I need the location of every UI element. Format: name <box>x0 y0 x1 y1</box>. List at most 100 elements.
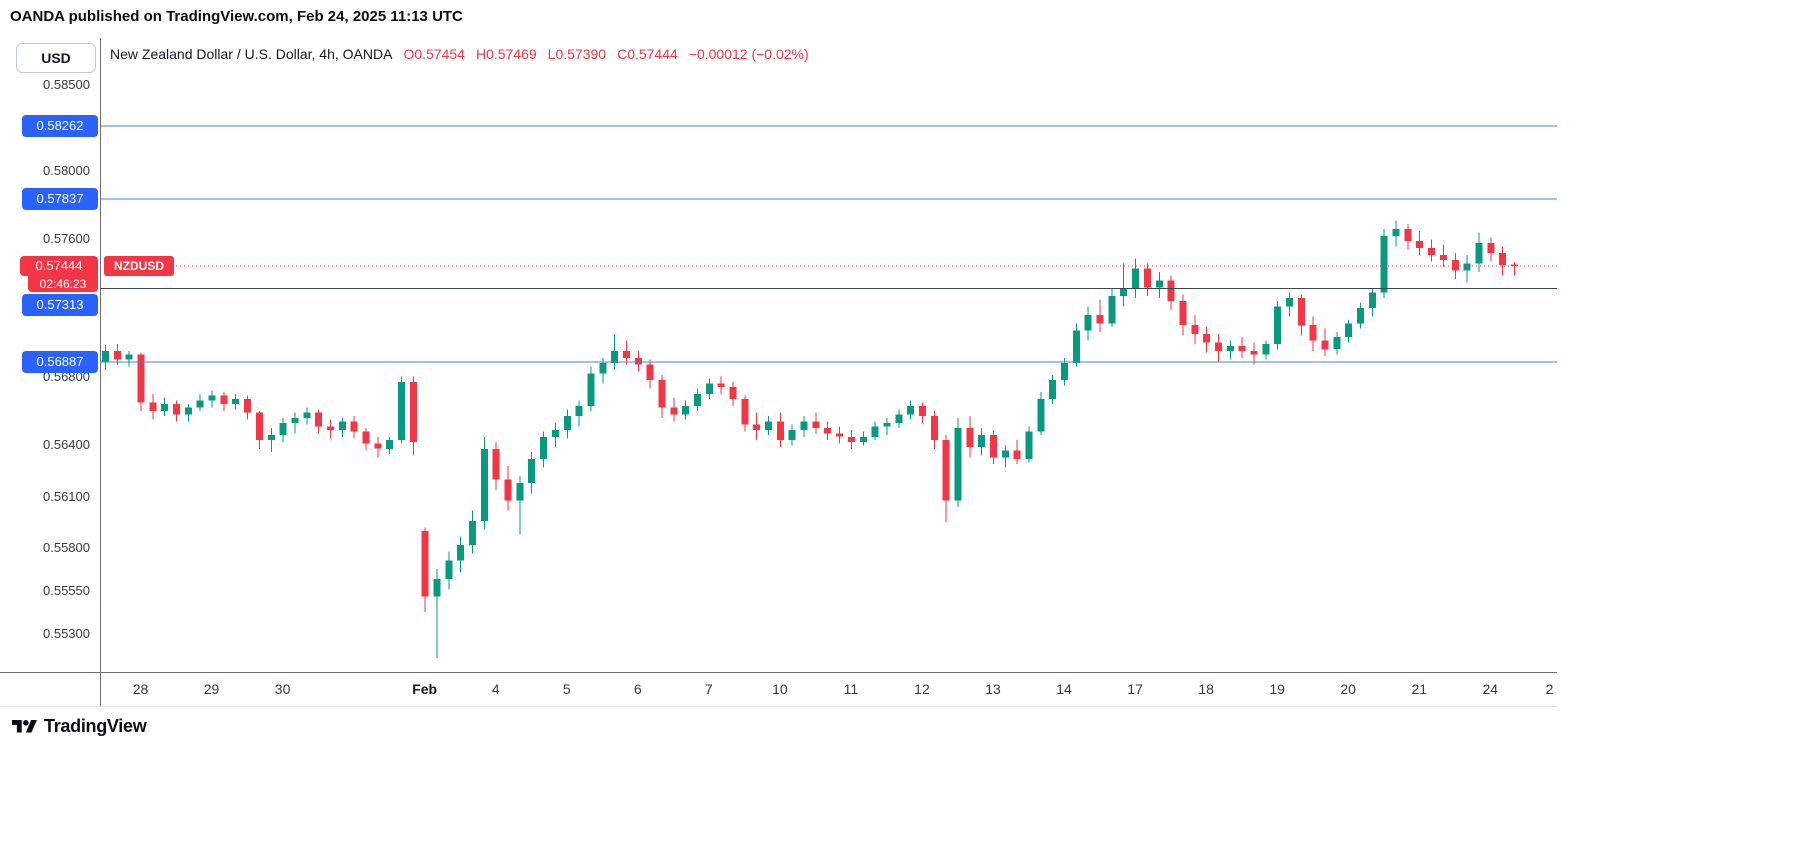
candle-body <box>705 383 713 394</box>
chart-panel: USD 0.58500 0.58000 0.57600 0.56800 0.56400 0… <box>0 38 1557 706</box>
candle-body <box>1096 314 1104 324</box>
time-axis-label: 20 <box>1340 681 1356 697</box>
symbol-header: New Zealand Dollar / U.S. Dollar, 4h, OA… <box>110 46 809 62</box>
candle-body <box>1499 253 1507 266</box>
time-axis-label: 30 <box>274 681 291 697</box>
candle-body <box>836 433 844 437</box>
candle-body <box>173 404 181 415</box>
candle-body <box>1451 260 1459 271</box>
candle-body <box>587 373 595 406</box>
symbol-title: New Zealand Dollar / U.S. Dollar, 4h, OA… <box>110 46 393 62</box>
candle-body <box>1108 296 1116 324</box>
time-axis-label: 6 <box>633 681 642 697</box>
candle-body <box>1475 242 1483 264</box>
candle-body <box>788 429 796 441</box>
time-axis-border <box>0 672 1557 673</box>
time-axis-label: 5 <box>562 681 571 697</box>
candle-body <box>918 405 926 417</box>
ohlc-change: −0.00012 (−0.02%) <box>688 46 809 62</box>
candle-body <box>646 364 654 381</box>
tradingview-logo-text: TradingView <box>44 716 147 736</box>
candle-body <box>1203 333 1211 343</box>
candle-body <box>350 421 358 432</box>
level-price-badge: 0.58262 <box>22 114 98 137</box>
candle-body <box>563 416 571 430</box>
price-axis-label: 0.56100 <box>43 488 90 504</box>
candle-body <box>1132 268 1140 290</box>
time-axis-label: 11 <box>843 681 859 697</box>
candle-body <box>374 443 382 449</box>
candle-body <box>421 531 429 597</box>
publish-credit: OANDA published on TradingView.com, Feb … <box>10 8 463 25</box>
price-axis-border <box>100 38 101 706</box>
level-price-badge: 0.57313 <box>22 293 98 316</box>
price-scale[interactable]: USD 0.58500 0.58000 0.57600 0.56800 0.56400 0… <box>0 38 100 672</box>
ohlc-low: L0.57390 <box>547 46 607 62</box>
candle-body <box>504 479 512 501</box>
candle-body <box>184 407 192 415</box>
candle-body <box>670 407 678 415</box>
candle-body <box>599 363 607 374</box>
ohlc-close: C0.57444 <box>617 46 678 62</box>
tradingview-logo[interactable]: TradingView <box>12 716 147 737</box>
candles <box>102 220 1518 659</box>
candle-body <box>1061 363 1069 381</box>
candle-body <box>741 399 749 425</box>
candle-body <box>1357 308 1365 324</box>
candle-body <box>1001 450 1009 458</box>
level-price-badge: 0.57837 <box>22 187 98 210</box>
candle-body <box>717 383 725 387</box>
candle-body <box>942 440 950 501</box>
candle-body <box>551 429 559 437</box>
candle-body <box>1167 280 1175 302</box>
candle-body <box>433 579 441 597</box>
candle-body <box>362 431 370 444</box>
candle-body <box>1191 325 1199 334</box>
candle-body <box>326 426 334 430</box>
candle-body <box>161 404 169 412</box>
last-price-badge: 0.57444 <box>20 256 98 277</box>
candle-body <box>125 354 133 360</box>
candle-body <box>1286 297 1293 307</box>
currency-toggle-usd[interactable]: USD <box>16 43 96 73</box>
candle-body <box>457 544 465 561</box>
candle-body <box>208 395 216 401</box>
candle-body <box>694 393 701 406</box>
candle-body <box>1487 242 1495 254</box>
time-axis[interactable]: 28 29 30 Feb 4 5 6 7 10 11 12 13 14 17 18 19 20 21 24 2 <box>100 672 1557 706</box>
candle-body <box>1072 330 1080 363</box>
candlestick-chart[interactable] <box>100 38 1557 672</box>
candle-body <box>978 435 986 447</box>
candle-body <box>1345 323 1353 338</box>
plot-area[interactable]: New Zealand Dollar / U.S. Dollar, 4h, OA… <box>100 38 1557 672</box>
price-axis-label: 0.58000 <box>43 162 90 178</box>
time-axis-label: 2 <box>1545 681 1554 697</box>
candle-body <box>895 414 903 424</box>
candle-body <box>244 399 252 413</box>
candle-body <box>847 436 855 442</box>
candle-body <box>516 483 524 501</box>
candle-body <box>1238 345 1246 351</box>
price-axis-label: 0.55800 <box>43 540 90 556</box>
candle-body <box>990 435 997 458</box>
candle-body <box>1250 351 1258 355</box>
candle-body <box>255 412 263 441</box>
bottom-divider <box>0 706 1557 707</box>
candle-body <box>492 448 500 480</box>
candle-body <box>1049 380 1057 399</box>
price-axis-label: 0.58500 <box>43 77 90 92</box>
candle-body <box>480 448 488 521</box>
time-axis-label: 12 <box>914 681 930 697</box>
candle-body <box>102 351 109 362</box>
candle-body <box>634 357 642 365</box>
time-axis-label: 14 <box>1056 681 1072 697</box>
candle-body <box>1262 344 1270 355</box>
candle-body <box>800 421 808 430</box>
candle-body <box>1404 229 1412 242</box>
candle-body <box>824 428 832 434</box>
candle-body <box>1368 292 1376 308</box>
candle-body <box>859 436 867 442</box>
time-axis-label: 19 <box>1269 681 1285 697</box>
candle-body <box>930 416 938 441</box>
candle-body <box>1226 345 1234 351</box>
